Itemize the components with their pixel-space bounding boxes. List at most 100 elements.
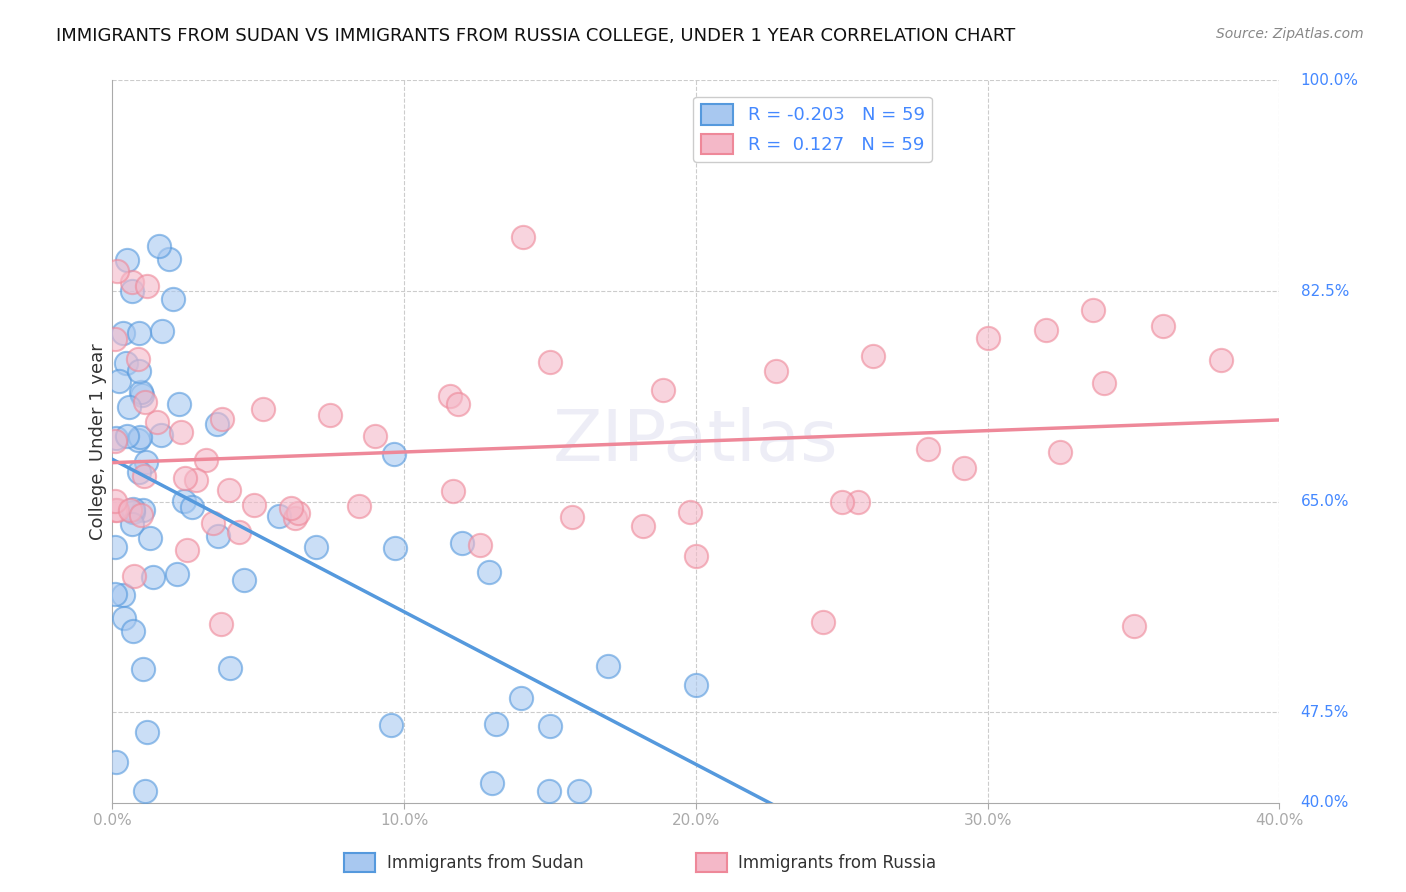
Point [862,349,884,363]
Point [176,543,198,558]
Point [129,430,152,444]
Point [118,400,141,414]
Point [127,352,149,367]
Point [135,455,157,469]
Point [831,495,853,509]
Point [184,473,207,487]
Point [284,511,307,525]
Point [162,292,184,306]
Point [211,412,233,426]
Point [157,252,180,266]
Point [142,570,165,584]
Point [148,239,170,253]
Point [538,355,561,369]
Point [305,540,328,554]
Y-axis label: College, Under 1 year: College, Under 1 year [89,343,107,540]
Point [131,388,153,402]
Point [128,465,150,479]
Point [121,276,143,290]
Point [439,389,461,403]
Point [166,567,188,582]
Point [207,417,229,432]
Point [218,483,240,498]
Point [976,331,998,345]
Point [243,498,266,512]
Point [561,510,583,524]
Point [181,500,204,515]
Point [134,784,156,798]
Text: 82.5%: 82.5% [1301,284,1348,299]
Point [138,531,160,545]
Point [652,384,675,398]
Text: IMMIGRANTS FROM SUDAN VS IMMIGRANTS FROM RUSSIA COLLEGE, UNDER 1 YEAR CORRELATIO: IMMIGRANTS FROM SUDAN VS IMMIGRANTS FROM… [56,27,1015,45]
Point [107,374,129,388]
Point [568,784,591,798]
Point [121,501,143,516]
Text: Immigrants from Russia: Immigrants from Russia [738,854,936,871]
Point [194,453,217,467]
Point [441,483,464,498]
Point [384,541,406,555]
Text: 40.0%: 40.0% [1301,796,1348,810]
Point [201,516,224,530]
Point [468,538,491,552]
Point [917,442,939,457]
Point [269,509,291,524]
Point [347,499,370,513]
Point [846,494,869,508]
Point [447,397,470,411]
Point [685,549,707,563]
Point [953,461,976,475]
Point [538,784,561,798]
Point [104,540,127,554]
Point [380,717,402,731]
Point [173,493,195,508]
Point [104,332,127,346]
Point [280,501,302,516]
Point [122,505,145,519]
Point [136,725,159,739]
Point [287,506,309,520]
Point [104,434,127,448]
Point [129,508,152,522]
Point [121,284,143,298]
Point [1083,303,1105,318]
Text: Immigrants from Sudan: Immigrants from Sudan [387,854,583,871]
Point [150,324,173,338]
Point [765,364,787,378]
Point [1094,376,1116,390]
Text: ZIPatlas: ZIPatlas [553,407,839,476]
Point [509,690,531,705]
Point [1209,352,1232,367]
Point [167,397,190,411]
Point [129,384,152,399]
Point [685,678,707,692]
Point [132,468,155,483]
Point [104,494,127,508]
Point [134,395,156,409]
Point [149,428,172,442]
Text: 100.0%: 100.0% [1301,73,1358,87]
Point [104,587,127,601]
Point [112,611,135,625]
Point [811,615,834,629]
Point [135,278,157,293]
Point [1035,323,1057,337]
Point [451,536,474,550]
Point [318,408,340,422]
Point [598,659,620,673]
Point [111,588,134,602]
Point [105,503,128,517]
Point [512,230,534,244]
Point [481,776,503,790]
Point [478,565,501,579]
Point [145,415,167,429]
Point [228,524,250,539]
Point [127,434,149,448]
Point [1049,445,1071,459]
Point [132,662,155,676]
Point [128,364,150,378]
Point [104,431,127,445]
Point [211,617,233,632]
Text: Source: ZipAtlas.com: Source: ZipAtlas.com [1216,27,1364,41]
